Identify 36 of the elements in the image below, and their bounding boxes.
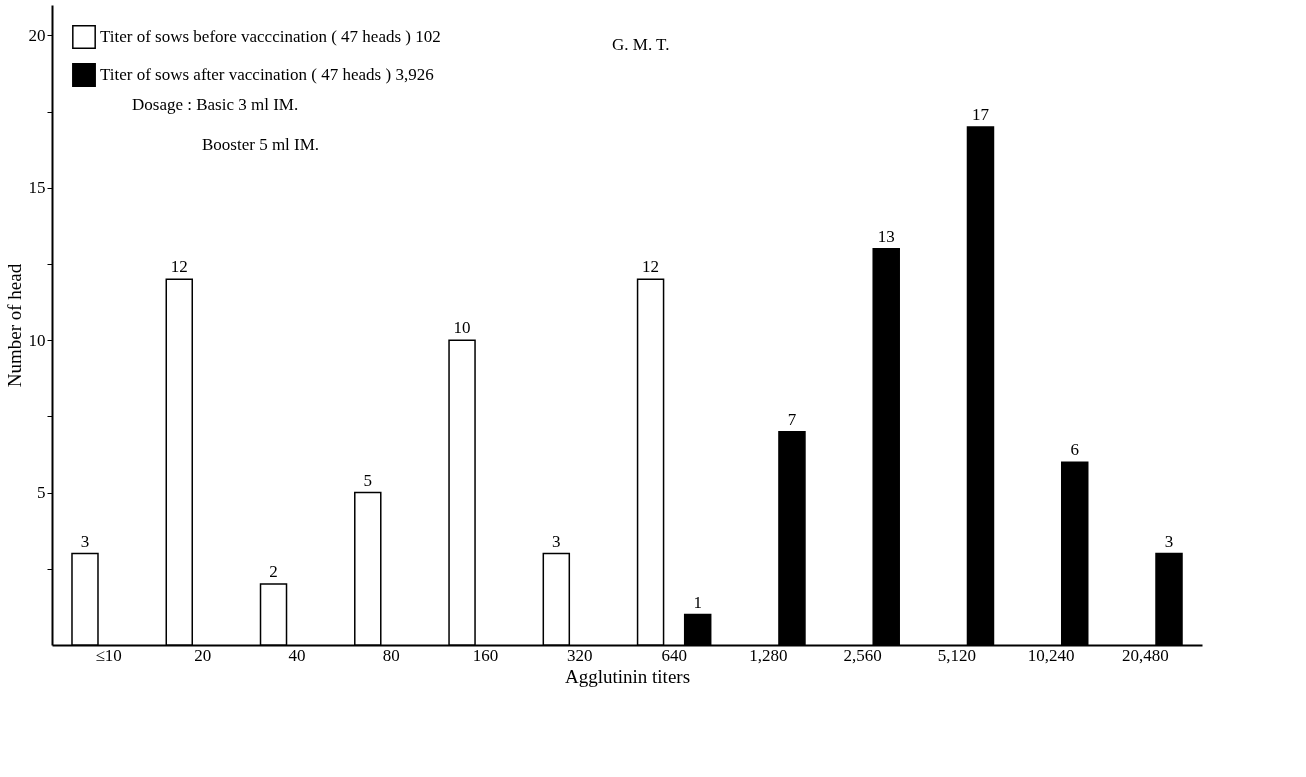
data-label: 3 bbox=[1164, 531, 1174, 551]
data-label: 17 bbox=[971, 104, 990, 124]
data-label: 3 bbox=[552, 531, 561, 551]
x-tick-label: 640 bbox=[661, 645, 687, 665]
x-tick-label: 10,240 bbox=[1027, 645, 1075, 665]
x-axis-title: Agglutinin titers bbox=[564, 665, 691, 687]
data-label: 6 bbox=[1070, 440, 1079, 460]
y-tick-label: 5 bbox=[37, 483, 46, 503]
data-label: 12 bbox=[170, 257, 188, 277]
data-label: 1 bbox=[693, 592, 702, 612]
data-label: 3 bbox=[80, 531, 90, 551]
x-tick-label: 2,560 bbox=[843, 645, 882, 665]
y-tick-label: 20 bbox=[28, 25, 46, 45]
x-tick-label: 20,480 bbox=[1122, 645, 1169, 665]
data-label: 12 bbox=[642, 257, 660, 277]
data-label: 5 bbox=[363, 470, 373, 490]
annotation: Booster 5 ml IM. bbox=[202, 135, 320, 154]
x-tick-label: 320 bbox=[567, 645, 593, 665]
annotation: Dosage : Basic 3 ml IM. bbox=[132, 95, 299, 114]
x-tick-label: 80 bbox=[382, 645, 400, 665]
data-label: 10 bbox=[453, 318, 471, 338]
data-label: 7 bbox=[787, 409, 797, 429]
x-tick-label: ≤10 bbox=[95, 645, 122, 665]
x-tick-label: 1,280 bbox=[749, 645, 788, 665]
legend-label: Titer of sows before vacccination ( 47 heads ) 102 bbox=[100, 27, 441, 46]
y-tick-label: 10 bbox=[28, 330, 46, 350]
y-axis-title: Number of head bbox=[3, 263, 25, 388]
annotation: G. M. T. bbox=[612, 35, 670, 54]
y-tick-label: 15 bbox=[28, 178, 46, 198]
legend-label: Titer of sows after vaccination ( 47 heads ) 3,926 bbox=[100, 65, 434, 84]
x-tick-label: 160 bbox=[472, 645, 499, 665]
x-tick-label: 5,120 bbox=[937, 645, 977, 665]
x-tick-label: 40 bbox=[288, 645, 306, 665]
data-label: 2 bbox=[269, 562, 278, 582]
data-label: 13 bbox=[877, 226, 895, 246]
x-tick-label: 20 bbox=[194, 645, 212, 665]
